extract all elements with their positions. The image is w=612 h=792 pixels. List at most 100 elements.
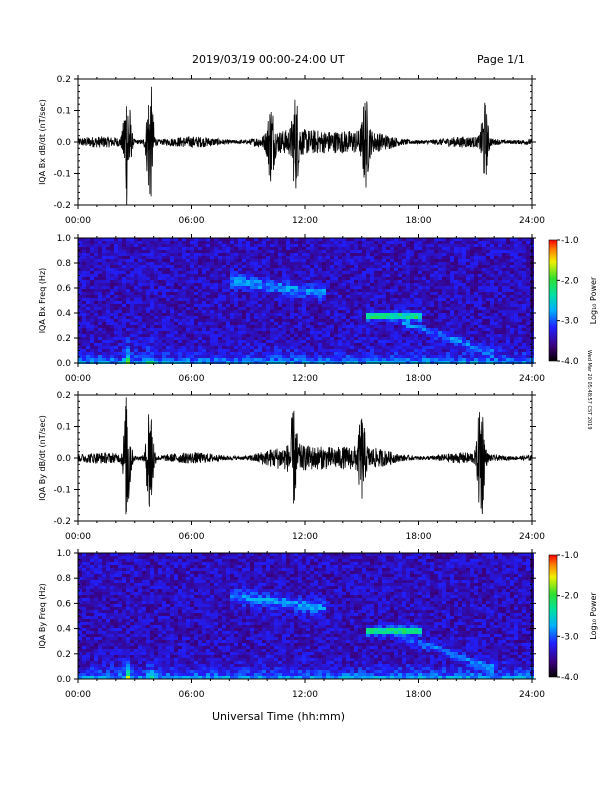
heatmap-cell [190, 331, 194, 334]
heatmap-cell [206, 241, 210, 244]
heatmap-cell [254, 286, 258, 289]
heatmap-cell [134, 277, 138, 280]
heatmap-cell [258, 313, 262, 316]
heatmap-cell [502, 325, 506, 328]
heatmap-cell [282, 346, 286, 349]
heatmap-cell [494, 256, 498, 259]
y-tick-label: 0.2 [57, 75, 71, 85]
heatmap-cell [510, 280, 514, 283]
heatmap-cell [286, 295, 290, 298]
heatmap-cell [402, 298, 406, 301]
heatmap-cell [238, 301, 242, 304]
heatmap-cell [78, 253, 82, 256]
heatmap-cell [90, 253, 94, 256]
heatmap-cell [146, 253, 150, 256]
heatmap-cell [218, 238, 222, 241]
heatmap-cell [202, 337, 206, 340]
heatmap-cell [102, 250, 106, 253]
heatmap-cell [330, 265, 334, 268]
heatmap-cell [278, 349, 282, 352]
heatmap-cell [198, 358, 202, 361]
heatmap-cell [130, 319, 134, 322]
heatmap-cell [370, 316, 374, 319]
heatmap-cell [474, 265, 478, 268]
heatmap-cell [478, 349, 482, 352]
heatmap-cell [418, 313, 422, 316]
heatmap-cell [314, 313, 318, 316]
heatmap-cell [86, 355, 90, 358]
heatmap-cell [82, 331, 86, 334]
heatmap-cell [294, 352, 298, 355]
heatmap-cell [194, 247, 198, 250]
heatmap-cell [386, 301, 390, 304]
heatmap-cell [390, 238, 394, 241]
heatmap-cell [130, 283, 134, 286]
heatmap-cell [146, 241, 150, 244]
heatmap-cell [514, 274, 518, 277]
heatmap-cell [390, 334, 394, 337]
heatmap-cell [454, 265, 458, 268]
heatmap-cell [466, 247, 470, 250]
heatmap-cell [94, 334, 98, 337]
heatmap-cell [342, 346, 346, 349]
heatmap-cell [426, 271, 430, 274]
heatmap-cell [350, 244, 354, 247]
heatmap-cell [410, 247, 414, 250]
heatmap-cell [182, 325, 186, 328]
heatmap-cell [294, 292, 298, 295]
heatmap-cell [354, 304, 358, 307]
heatmap-cell [186, 271, 190, 274]
heatmap-cell [134, 340, 138, 343]
heatmap-cell [366, 241, 370, 244]
heatmap-cell [166, 328, 170, 331]
heatmap-cell [354, 352, 358, 355]
heatmap-cell [110, 241, 114, 244]
heatmap-cell [198, 301, 202, 304]
heatmap-cell [510, 292, 514, 295]
heatmap-cell [314, 316, 318, 319]
heatmap-cell [174, 343, 178, 346]
heatmap-cell [462, 328, 466, 331]
heatmap-cell [398, 247, 402, 250]
heatmap-cell [118, 298, 122, 301]
heatmap-cell [518, 349, 522, 352]
heatmap-cell [102, 355, 106, 358]
heatmap-cell [434, 328, 438, 331]
heatmap-cell [514, 277, 518, 280]
heatmap-cell [346, 289, 350, 292]
heatmap-cell [210, 265, 214, 268]
heatmap-cell [494, 265, 498, 268]
heatmap-cell [298, 340, 302, 343]
heatmap-cell [186, 292, 190, 295]
heatmap-cell [398, 355, 402, 358]
heatmap-cell [370, 355, 374, 358]
heatmap-cell [526, 286, 530, 289]
heatmap-cell [478, 238, 482, 241]
heatmap-cell [306, 346, 310, 349]
heatmap-cell [94, 325, 98, 328]
heatmap-cell [238, 271, 242, 274]
heatmap-cell [306, 301, 310, 304]
heatmap-cell [482, 253, 486, 256]
heatmap-cell [442, 349, 446, 352]
heatmap-cell [478, 256, 482, 259]
heatmap-cell [118, 256, 122, 259]
heatmap-cell [330, 346, 334, 349]
heatmap-cell [462, 265, 466, 268]
heatmap-cell [442, 328, 446, 331]
heatmap-cell [246, 238, 250, 241]
heatmap-cell [330, 259, 334, 262]
heatmap-cell [370, 277, 374, 280]
heatmap-cell [490, 250, 494, 253]
heatmap-cell [434, 334, 438, 337]
heatmap-cell [86, 313, 90, 316]
heatmap-cell [362, 331, 366, 334]
heatmap-cell [86, 307, 90, 310]
heatmap-cell [258, 250, 262, 253]
heatmap-cell [470, 262, 474, 265]
heatmap-cell [366, 280, 370, 283]
heatmap-cell [438, 283, 442, 286]
heatmap-cell [158, 265, 162, 268]
heatmap-cell [242, 322, 246, 325]
heatmap-cell [494, 250, 498, 253]
